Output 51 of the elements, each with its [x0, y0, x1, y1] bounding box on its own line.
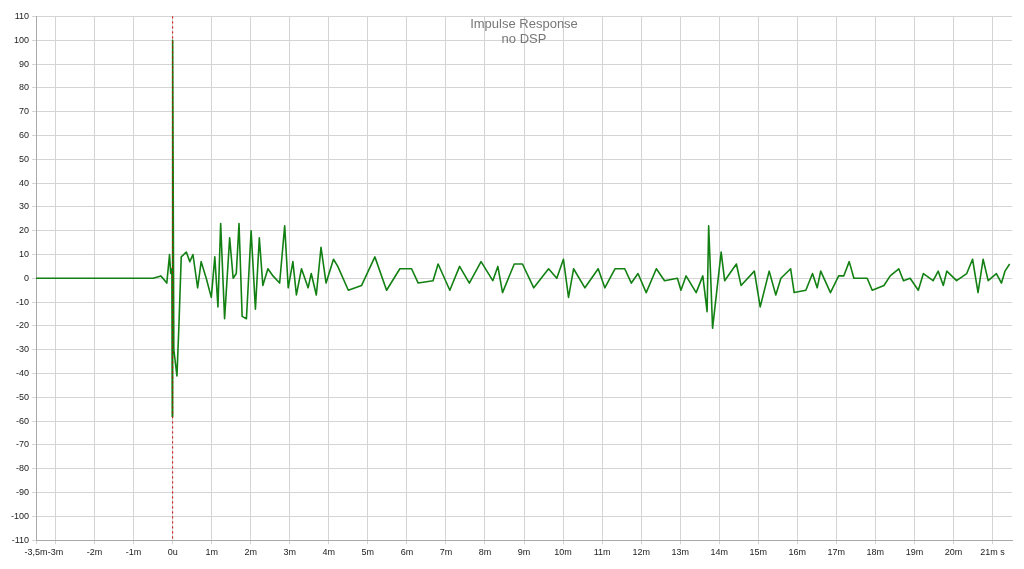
y-tick-label: -70 — [16, 439, 30, 450]
x-tick-label: -2m — [86, 547, 103, 558]
x-tick-label: 20m — [944, 547, 963, 558]
x-tick-label: -3m — [47, 547, 64, 558]
y-tick-label: -20 — [16, 320, 30, 331]
y-tick-label: -60 — [16, 415, 30, 426]
y-tick-label: -50 — [16, 391, 30, 402]
y-tick-label: -100 — [11, 510, 30, 521]
x-tick-label: 2m — [244, 547, 257, 558]
y-tick-label: 60 — [19, 129, 30, 140]
x-tick-label: 4m — [322, 547, 336, 558]
x-tick-label: 7m — [439, 547, 453, 558]
x-tick-label: 9m — [517, 547, 531, 558]
y-tick-label: -40 — [16, 368, 30, 379]
x-tick-label: 8m — [478, 547, 492, 558]
y-tick-label: 30 — [19, 201, 30, 212]
y-tick-label: 90 — [19, 58, 30, 69]
y-tick-label: 20 — [19, 225, 30, 236]
y-tick-label: 80 — [19, 82, 30, 93]
x-tick-label: 19m — [905, 547, 924, 558]
y-tick-label: 70 — [19, 106, 30, 117]
x-tick-label: 0u — [167, 547, 178, 558]
x-tick-label: -3,5m — [24, 547, 48, 558]
x-tick-label: 5m — [361, 547, 375, 558]
y-tick-label: -30 — [16, 344, 30, 355]
x-tick-label: 1m — [205, 547, 218, 558]
x-tick-label: -1m — [125, 547, 142, 558]
y-tick-label: -10 — [16, 296, 30, 307]
x-tick-label: 16m — [788, 547, 807, 558]
x-tick-label: 11m — [593, 547, 611, 558]
x-tick-label: 12m — [632, 547, 650, 558]
y-tick-label: 50 — [19, 153, 30, 164]
y-tick-label: -90 — [16, 487, 30, 498]
x-tick-label: 13m — [671, 547, 689, 558]
y-tick-label: 40 — [19, 177, 30, 188]
y-tick-label: 10 — [19, 248, 30, 259]
y-tick-label: -110 — [11, 534, 30, 545]
chart-title: Impulse Response — [470, 16, 578, 32]
y-tick-label: -80 — [16, 463, 30, 474]
x-tick-label: 17m — [827, 547, 846, 558]
x-tick-label: 18m — [866, 547, 885, 558]
text: no DSP — [501, 31, 547, 47]
x-tick-label: 10m — [554, 547, 572, 558]
x-tick-label: 15m — [749, 547, 767, 558]
y-tick-label: 110 — [14, 10, 30, 21]
x-tick-label: 6m — [400, 547, 414, 558]
y-tick-label: 0 — [24, 272, 30, 283]
y-tick-label: 100 — [13, 34, 30, 45]
x-tick-label: 3m — [283, 547, 297, 558]
x-tick-label: 21m s — [980, 547, 1006, 558]
x-tick-label: 14m — [710, 547, 728, 558]
